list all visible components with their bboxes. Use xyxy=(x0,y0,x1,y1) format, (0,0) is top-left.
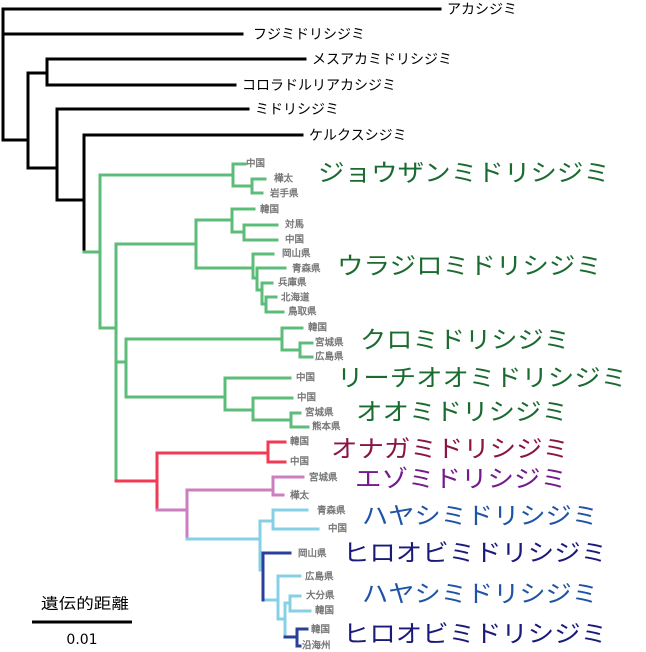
clade-label: ハヤシミドリシジミ xyxy=(362,580,598,608)
scale-bar-value: 0.01 xyxy=(66,632,97,648)
locality-label: 岩手県 xyxy=(269,188,299,200)
locality-label: 宮城県 xyxy=(309,472,338,484)
locality-label: 中国 xyxy=(285,234,304,246)
pink-clade-branches xyxy=(155,475,305,541)
light-blue-clade-branches xyxy=(185,508,320,639)
taxon-label: コロラドルリアカシジミ xyxy=(242,78,396,94)
taxon-label: ケルクスシジミ xyxy=(309,128,407,144)
locality-label: 鳥取県 xyxy=(288,306,317,318)
locality-label: 青森県 xyxy=(292,263,321,275)
locality-label: 樺太 xyxy=(290,490,310,502)
locality-label: 岡山県 xyxy=(298,548,327,560)
locality-label: 青森県 xyxy=(317,505,346,517)
locality-label: 韓国 xyxy=(308,322,327,334)
locality-label: 熊本県 xyxy=(312,421,341,433)
clade-label: ヒロオビミドリシジミ xyxy=(343,620,607,648)
locality-label: 中国 xyxy=(290,456,309,468)
clade-label: ハヤシミドリシジミ xyxy=(362,502,598,530)
locality-label: 宮城県 xyxy=(305,407,334,419)
locality-label: 韓国 xyxy=(315,605,334,617)
clade-label: エゾミドリシジミ xyxy=(355,465,567,493)
locality-label: 中国 xyxy=(328,523,347,535)
scale-bar-label: 遺伝的距離 xyxy=(41,595,129,613)
green-clade-branches xyxy=(82,162,314,483)
clade-label: リーチオオミドリシジミ xyxy=(337,364,627,392)
taxon-label: フジミドリシジミ xyxy=(253,27,365,43)
locality-label: 韓国 xyxy=(260,204,279,216)
locality-label: 宮城県 xyxy=(315,337,344,349)
locality-labels: 中国 樺太 岩手県 韓国 対馬 中国 岡山県 青森県 兵庫県 北海道 鳥取県 韓… xyxy=(246,158,347,652)
taxon-label: メスアカミドリシジミ xyxy=(312,52,452,68)
locality-label: 中国 xyxy=(246,158,265,170)
clade-label: ウラジロミドリシジミ xyxy=(337,252,602,280)
locality-label: 兵庫県 xyxy=(278,277,307,289)
dark-blue-clade-branches xyxy=(261,551,309,648)
outgroup-branches xyxy=(1,7,442,254)
locality-label: 北海道 xyxy=(281,292,310,304)
locality-label: 中国 xyxy=(296,372,315,384)
taxon-label: ミドリシジミ xyxy=(255,102,339,118)
red-clade-branches xyxy=(114,440,287,512)
locality-label: 広島県 xyxy=(315,351,344,363)
clade-label: オナガミドリシジミ xyxy=(331,435,569,463)
locality-label: 韓国 xyxy=(311,624,330,636)
locality-label: 岡山県 xyxy=(282,248,311,260)
locality-label: 対馬 xyxy=(284,219,305,231)
locality-label: 広島県 xyxy=(305,571,334,583)
locality-label: 樺太 xyxy=(274,173,294,185)
locality-label: 大分県 xyxy=(306,590,335,602)
locality-label: 韓国 xyxy=(290,436,309,448)
clade-label: ジョウザンミドリシジミ xyxy=(318,159,610,187)
clade-label: オオミドリシジミ xyxy=(356,398,568,426)
locality-label: 沿海州 xyxy=(302,640,331,652)
clade-label: ヒロオビミドリシジミ xyxy=(343,539,607,567)
clade-label: クロミドリシジミ xyxy=(360,326,570,354)
locality-label: 中国 xyxy=(297,392,316,404)
scale-bar: 遺伝的距離 0.01 xyxy=(32,595,132,648)
taxon-label: アカシジミ xyxy=(447,2,517,18)
